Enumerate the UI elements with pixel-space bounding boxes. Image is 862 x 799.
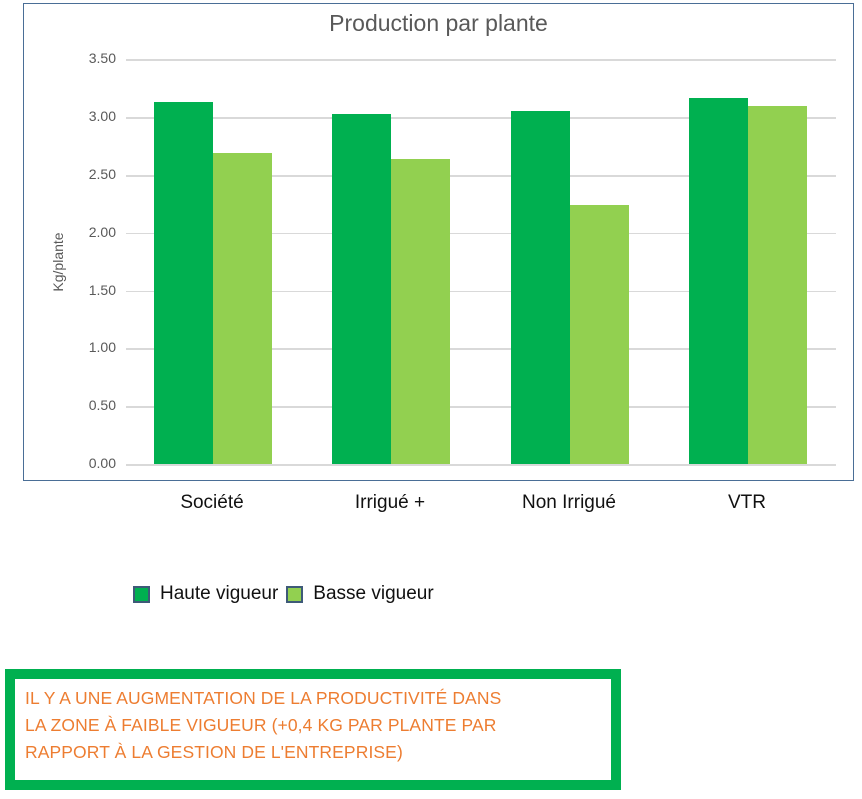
y-tick-label: 2.50 bbox=[88, 166, 116, 182]
note-line-3: RAPPORT À LA GESTION DE L'ENTREPRISE) bbox=[25, 742, 403, 762]
gridline bbox=[126, 232, 836, 235]
gridline bbox=[126, 117, 836, 119]
chart-frame: Production par plante Kg/plante 0.00 0.50… bbox=[23, 3, 854, 481]
gridline bbox=[126, 348, 836, 350]
legend-swatch-haute bbox=[133, 585, 150, 603]
legend-item-haute-vigueur: Haute vigueur bbox=[133, 583, 278, 605]
chart-title: Production par plante bbox=[329, 10, 548, 36]
x-tick-label: Société bbox=[180, 492, 244, 513]
bar-haute-3 bbox=[689, 97, 748, 464]
bar-basse-0 bbox=[213, 153, 272, 464]
gridline bbox=[126, 290, 836, 293]
gridline bbox=[126, 59, 836, 61]
gridline bbox=[126, 464, 836, 466]
bar-haute-1 bbox=[332, 113, 391, 464]
y-tick-label: 1.50 bbox=[88, 281, 116, 298]
x-tick-label: VTR bbox=[728, 492, 766, 513]
bar-basse-1 bbox=[391, 158, 450, 464]
conclusion-note-box: IL Y A UNE AUGMENTATION DE LA PRODUCTIVI… bbox=[5, 669, 621, 790]
x-tick-label: Non Irrigué bbox=[522, 492, 616, 513]
bar-basse-3 bbox=[748, 105, 807, 464]
y-tick-label: 0.00 bbox=[88, 455, 116, 471]
legend: Haute vigueur Basse vigueur bbox=[133, 583, 442, 605]
gridline bbox=[126, 175, 836, 177]
y-tick-label: 3.50 bbox=[88, 50, 116, 67]
note-line-2: LA ZONE À FAIBLE VIGUEUR (+0,4 KG PAR PL… bbox=[25, 715, 497, 735]
legend-item-basse-vigueur: Basse vigueur bbox=[286, 583, 434, 605]
y-tick-label: 3.00 bbox=[88, 108, 116, 125]
bar-haute-2 bbox=[511, 111, 570, 464]
gridline bbox=[126, 406, 836, 408]
y-tick-label: 2.00 bbox=[88, 223, 116, 240]
x-tick-label: Irrigué + bbox=[354, 492, 426, 513]
y-tick-label: 0.50 bbox=[88, 397, 116, 414]
plot-area: 0.00 0.50 1.00 1.50 2.00 2.50 3.00 3.50 bbox=[24, 4, 853, 480]
bar-basse-2 bbox=[570, 205, 629, 464]
note-line-1: IL Y A UNE AUGMENTATION DE LA PRODUCTIVI… bbox=[25, 688, 502, 708]
legend-label-basse: Basse vigueur bbox=[313, 583, 434, 604]
legend-label-haute: Haute vigueur bbox=[160, 583, 279, 604]
legend-swatch-basse bbox=[286, 585, 304, 603]
bar-haute-0 bbox=[154, 102, 213, 464]
y-tick-label: 1.00 bbox=[88, 339, 116, 356]
